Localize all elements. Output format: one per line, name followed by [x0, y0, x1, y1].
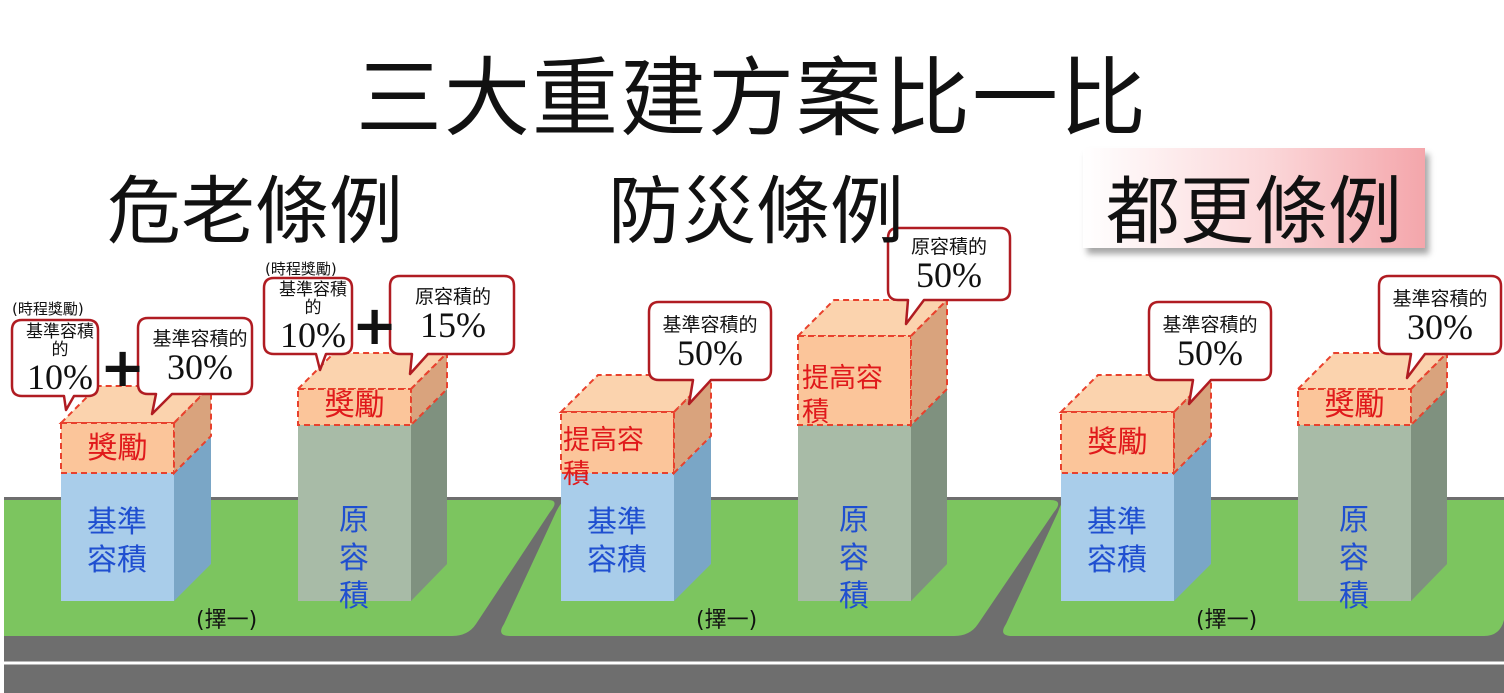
building-urban-base — [1061, 436, 1211, 601]
building-disaster-bonus — [558, 372, 714, 476]
building-disaster-original — [798, 389, 947, 601]
bonus-label-1a: 獎勵 — [87, 431, 148, 466]
callout-bubble-1a — [10, 318, 100, 412]
callout-label-1b: 基準容積的 — [152, 328, 248, 350]
section-title-seniority: 危老條例 — [107, 169, 403, 255]
callout-label-2a: 基準容積的 — [279, 280, 347, 318]
bonus-label-4: 提高容積 — [802, 363, 883, 428]
choose-one-label-3: (擇一) — [1196, 608, 1258, 633]
callout-bubble-4a — [886, 226, 1012, 326]
building-disaster-original-bonus — [795, 297, 950, 428]
callout-label-4: 原容積的 — [910, 236, 987, 258]
bonus-label-3: 提高容積 — [563, 425, 644, 490]
section-title-disaster: 防災條例 — [608, 169, 904, 255]
callout-value-5: 50% — [1177, 333, 1243, 373]
bonus-label-2: 獎勵 — [324, 388, 385, 423]
section-title-urban: 都更條例 — [1106, 169, 1402, 255]
callout-bubble-1b — [136, 316, 254, 416]
callout-value-2b: 15% — [420, 305, 486, 345]
timeline-bonus-note-2: (時程獎勵) — [265, 260, 337, 278]
building-seniority-original-bonus — [295, 350, 450, 428]
base-label-1a: 基準容積 — [87, 505, 147, 578]
callout-value-3: 50% — [677, 333, 743, 373]
callout-bubble-3a — [647, 300, 773, 406]
callout-value-1a: 10% — [27, 357, 93, 397]
callout-label-5: 基準容積的 — [1162, 314, 1258, 336]
callout-label-3: 基準容積的 — [662, 314, 758, 336]
callout-bubble-6a — [1377, 274, 1503, 380]
callout-value-1b: 30% — [167, 347, 233, 387]
section-title-highlight — [1083, 148, 1425, 248]
page-title: 三大重建方案比一比 — [356, 49, 1148, 149]
callout-bubble-2a — [262, 276, 354, 372]
plus-sign-2: + — [352, 294, 398, 357]
plus-sign-1: + — [100, 336, 146, 399]
callout-label-2b: 原容積的 — [414, 286, 491, 308]
building-disaster-base — [561, 436, 711, 601]
callout-label-1a: 基準容積的 — [26, 322, 94, 360]
callout-value-2a: 10% — [280, 315, 346, 355]
choose-one-label-1: (擇一) — [196, 608, 258, 633]
building-seniority-base — [61, 436, 211, 601]
callout-value-6: 30% — [1407, 307, 1473, 347]
building-urban-bonus — [1058, 372, 1214, 476]
base-label-6: 原容積 — [1339, 503, 1369, 614]
callout-label-6: 基準容積的 — [1392, 288, 1488, 310]
bonus-label-6: 獎勵 — [1324, 388, 1385, 423]
bonus-label-5: 獎勵 — [1087, 425, 1148, 460]
callout-bubble-5a — [1147, 300, 1273, 406]
base-label-3: 基準容積 — [587, 505, 647, 578]
base-label-5: 基準容積 — [1087, 505, 1147, 578]
choose-one-label-2: (擇一) — [696, 608, 758, 633]
building-urban-original — [1298, 389, 1447, 601]
timeline-bonus-note-1: (時程獎勵) — [12, 300, 84, 318]
building-seniority-original — [298, 389, 447, 601]
callout-value-4: 50% — [916, 255, 982, 295]
callout-bubble-2b — [388, 274, 516, 376]
base-label-4: 原容積 — [839, 503, 869, 614]
base-label-2: 原容積 — [339, 503, 369, 614]
